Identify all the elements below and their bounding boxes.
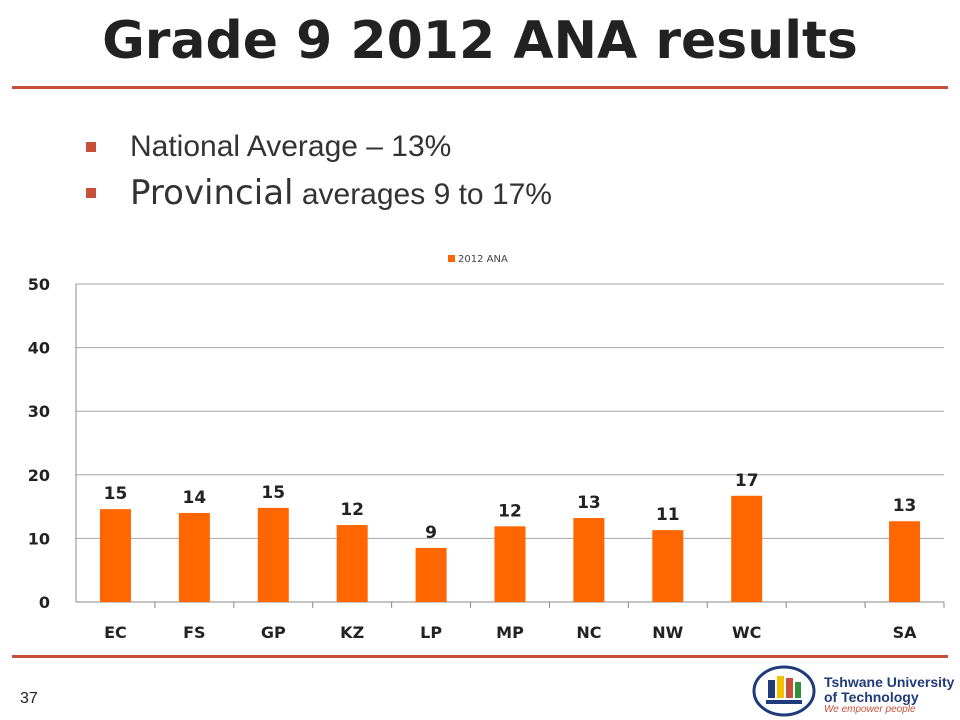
y-tick-label: 10 — [28, 529, 50, 548]
y-tick-label: 30 — [28, 402, 50, 421]
x-tick-label: NC — [576, 623, 601, 642]
x-tick-label: GP — [261, 623, 286, 642]
x-tick-label: EC — [104, 623, 127, 642]
y-tick-label: 20 — [28, 466, 50, 485]
data-label: 13 — [893, 496, 917, 516]
square-bullet-icon — [86, 142, 96, 152]
square-bullet-icon — [86, 188, 96, 198]
legend-swatch — [448, 255, 455, 262]
x-tick-label: LP — [420, 623, 442, 642]
logo-tagline: We empower people — [824, 704, 916, 715]
bullet-list: National Average – 13% Provincial averag… — [84, 126, 552, 218]
bullet-lead: Provincial — [130, 173, 294, 213]
chart-legend: 2012 ANA — [448, 254, 508, 265]
x-tick-label: FS — [183, 623, 205, 642]
chart-bars — [99, 495, 921, 602]
slide-title: Grade 9 2012 ANA results — [102, 11, 858, 71]
x-tick-label: NW — [652, 623, 683, 642]
x-axis-tick-labels: EC FS GP KZ LP MP NC NW WC SA — [104, 623, 917, 642]
y-tick-label: 50 — [28, 275, 50, 294]
x-tick-label: SA — [893, 623, 918, 642]
bar — [336, 525, 368, 602]
x-tick-label: MP — [496, 623, 524, 642]
slide-number: 37 — [20, 690, 38, 707]
bar — [652, 530, 684, 602]
bullet-rest: averages 9 to 17% — [293, 178, 552, 211]
bullet-national-average: National Average – 13% — [84, 126, 552, 168]
legend-label: 2012 ANA — [458, 254, 508, 265]
bar — [494, 526, 526, 602]
bullet-lead: National Average — [130, 130, 358, 163]
bar — [415, 547, 447, 602]
x-tick-label: KZ — [340, 623, 364, 642]
bullet-rest: – 13% — [357, 130, 452, 163]
bar — [889, 521, 921, 602]
y-tick-label: 40 — [28, 339, 50, 358]
data-label: 12 — [498, 501, 522, 521]
data-label: 15 — [104, 484, 128, 504]
chart-data-labels: 15 14 15 12 9 12 13 11 17 13 — [104, 471, 917, 543]
y-tick-label: 0 — [39, 593, 50, 612]
footer-divider — [12, 655, 948, 658]
data-label: 11 — [656, 505, 680, 525]
university-logo: Tshwane University of Technology We empo… — [750, 664, 960, 718]
bullet-provincial-averages: Provincial averages 9 to 17% — [84, 168, 552, 218]
data-label: 9 — [425, 523, 437, 543]
logo-name-line2: of Technology — [824, 689, 919, 705]
data-label: 14 — [183, 488, 207, 508]
data-label: 15 — [261, 483, 285, 503]
title-divider — [12, 86, 948, 89]
y-axis-tick-labels: 0 10 20 30 40 50 — [28, 275, 50, 612]
bar — [573, 518, 605, 602]
logo-name-line1: Tshwane University — [824, 674, 955, 690]
bar — [731, 495, 763, 602]
data-label: 17 — [735, 471, 759, 491]
data-label: 12 — [340, 500, 364, 520]
x-tick-label: WC — [732, 623, 761, 642]
data-label: 13 — [577, 493, 601, 513]
chart-gridlines — [75, 283, 945, 608]
bar — [99, 509, 131, 602]
tut-emblem-icon — [752, 665, 816, 717]
bar-chart: 0 10 20 30 40 50 15 14 15 12 9 12 13 11 17 13 EC FS GP KZ… — [28, 254, 945, 642]
bar — [178, 512, 210, 602]
bar — [257, 507, 289, 602]
